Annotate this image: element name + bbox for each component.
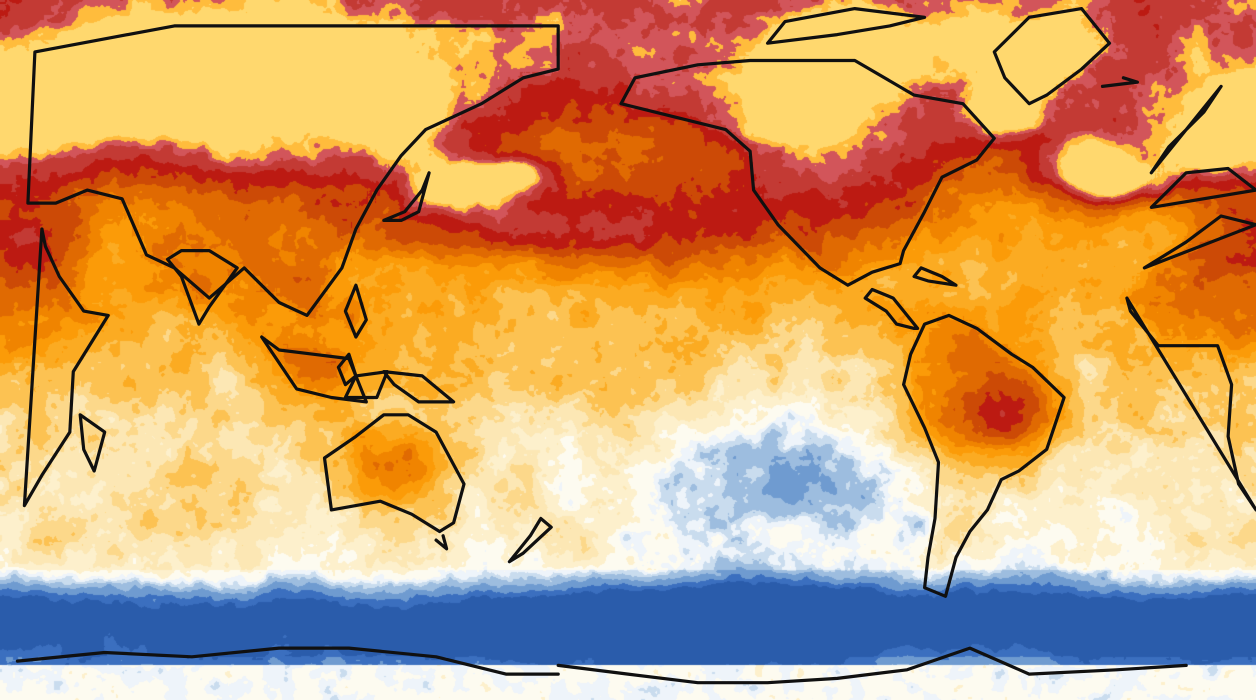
temperature-anomaly-map [0,0,1256,700]
anomaly-raster-layer [0,0,1256,700]
